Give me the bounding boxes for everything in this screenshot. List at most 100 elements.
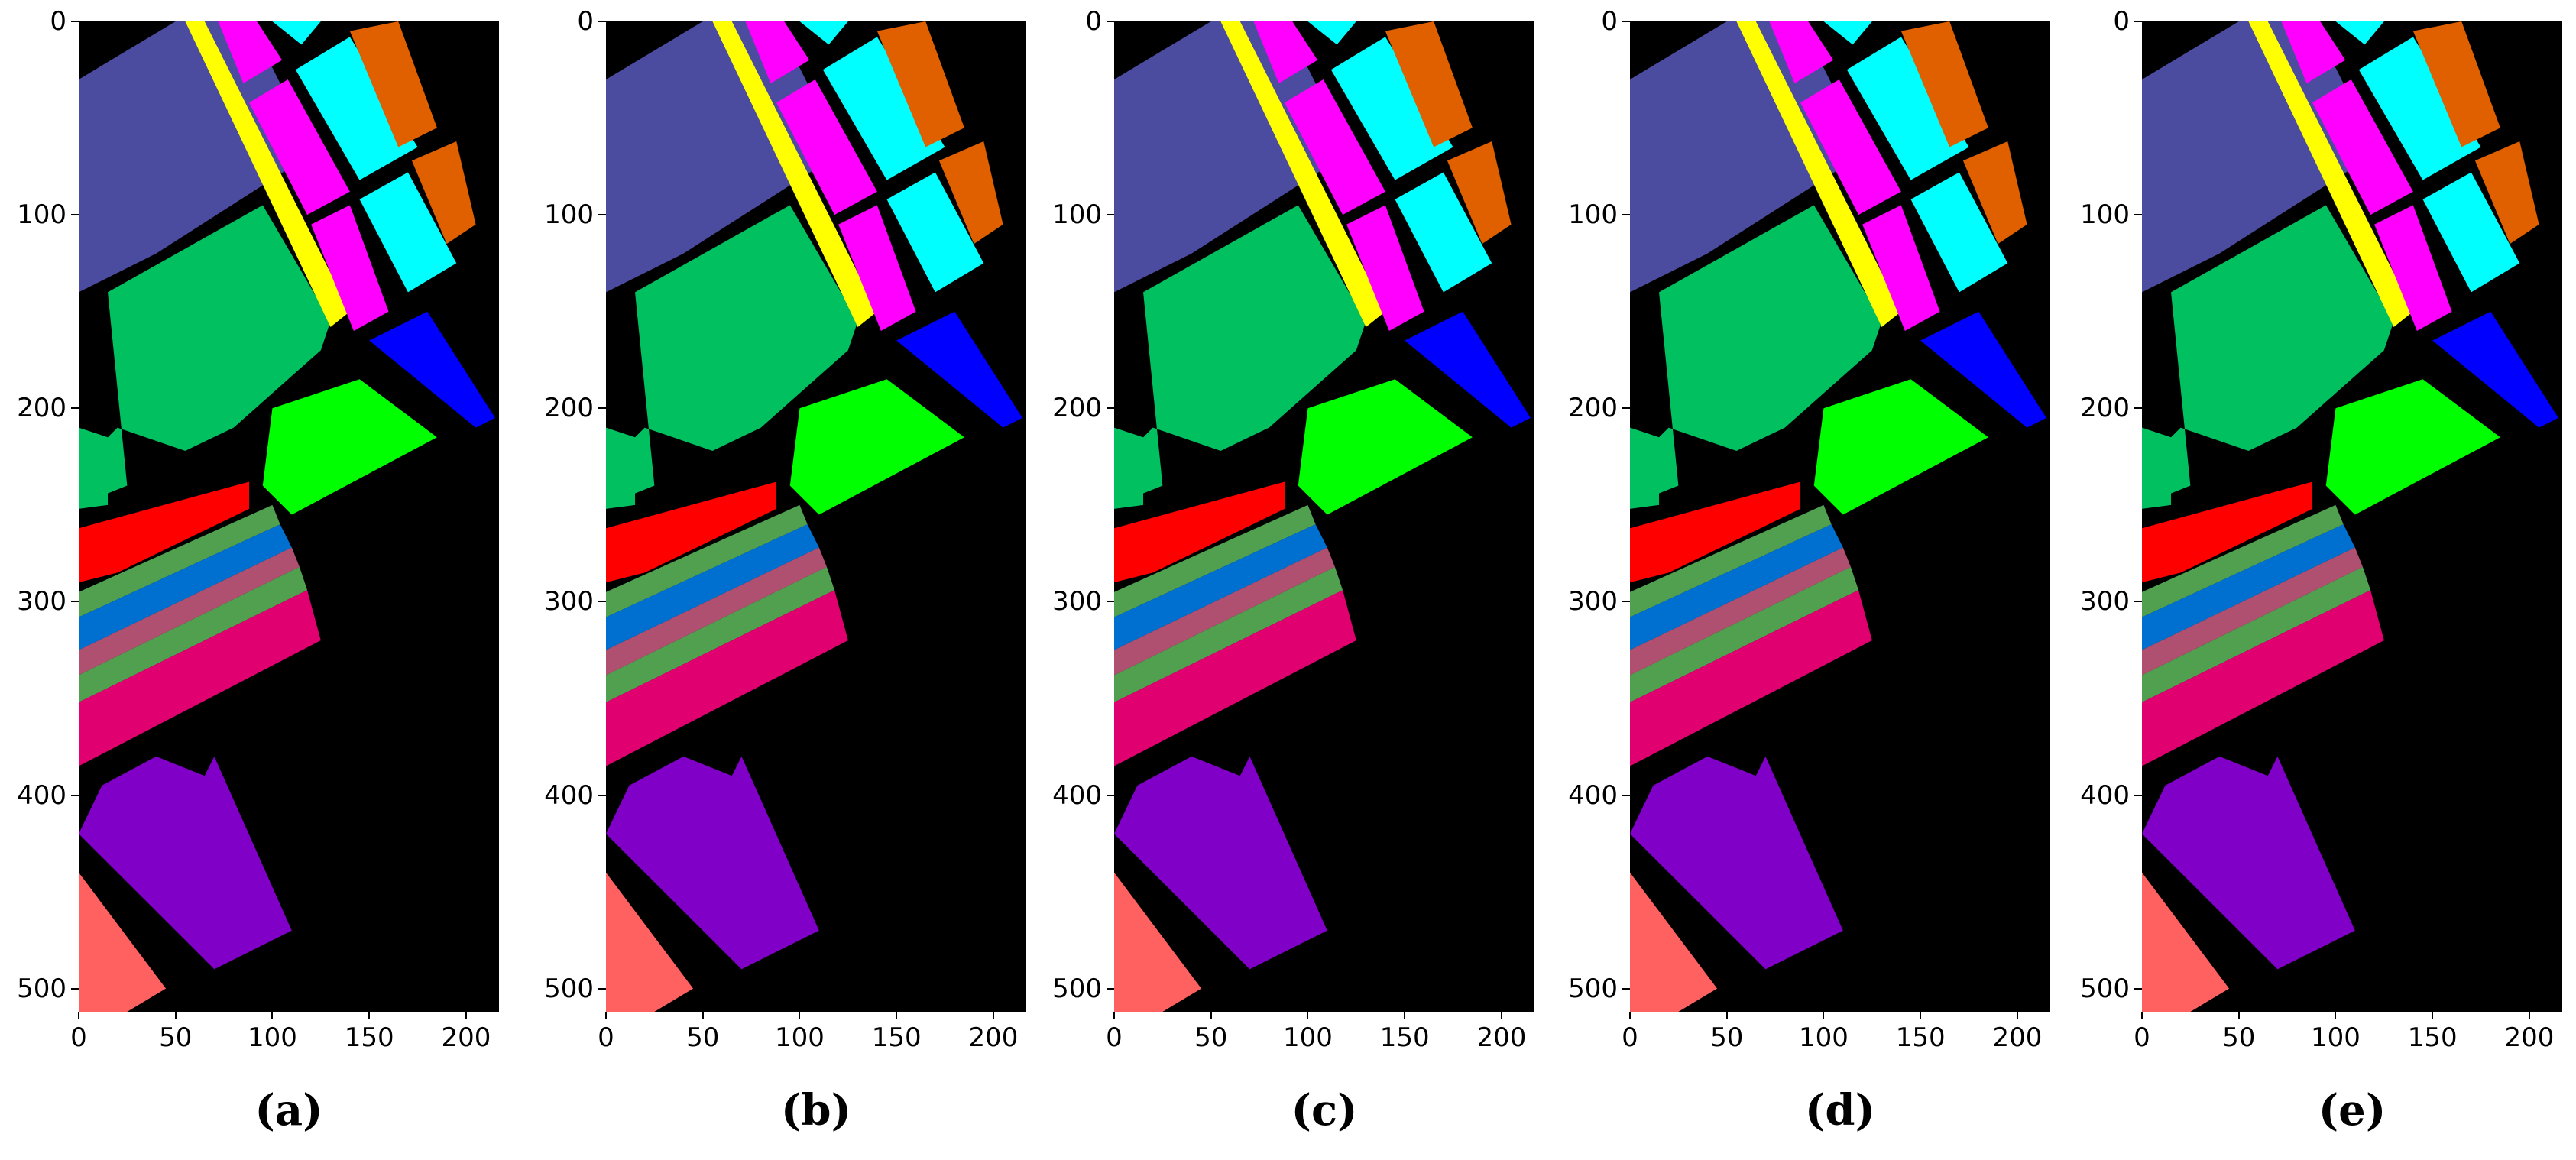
x-tick-mark [799, 1012, 801, 1019]
salmon-region [606, 872, 694, 1012]
olive-band-2 [1630, 566, 1859, 702]
cyan-low [1395, 172, 1492, 293]
panel-caption: (e) [2318, 1085, 2386, 1136]
slate-region [1630, 21, 1859, 293]
yellow-strip [1220, 21, 1385, 327]
y-tick-label: 400 [1568, 779, 1618, 811]
classification-map [1114, 21, 1534, 1012]
y-tick-label: 100 [544, 199, 594, 231]
x-tick-label: 150 [1379, 1022, 1430, 1053]
mauve-band [606, 547, 827, 676]
green-region [79, 205, 331, 505]
red-region [1630, 481, 1801, 583]
classification-map [1630, 21, 2050, 1012]
magenta-low [2374, 205, 2452, 331]
classification-map [79, 21, 499, 1012]
mauve-band [1630, 547, 1851, 676]
x-tick-mark [1404, 1012, 1406, 1019]
y-tick-mark [1107, 407, 1114, 410]
purple-region [79, 756, 292, 970]
x-tick-mark [271, 1012, 274, 1019]
x-tick-label: 150 [871, 1022, 922, 1053]
y-tick-label: 0 [50, 6, 66, 37]
x-tick-label: 200 [1476, 1022, 1527, 1053]
y-tick-label: 200 [1052, 393, 1102, 424]
cyan-low [2422, 172, 2520, 293]
x-tick-mark [2432, 1012, 2434, 1019]
slate-region [2142, 21, 2371, 293]
purple-region [2142, 756, 2355, 970]
pink-band [2142, 590, 2384, 766]
y-tick-mark [1622, 601, 1630, 603]
x-tick-mark [174, 1012, 177, 1019]
x-tick-label: 100 [1799, 1022, 1849, 1053]
magenta-mid [2312, 79, 2413, 215]
cyan-mid [2358, 37, 2481, 180]
lime-region [1298, 379, 1473, 515]
olive-band-2 [79, 566, 308, 702]
cyan-mid [1846, 37, 1969, 180]
steelblue-band [606, 524, 819, 650]
lime-region [2325, 379, 2500, 515]
yellow-strip [185, 21, 350, 327]
magenta-low [311, 205, 389, 331]
magenta-top [745, 21, 810, 83]
x-tick-label: 100 [1283, 1022, 1333, 1053]
orange-low [938, 141, 1003, 245]
cyan-top [272, 21, 321, 45]
lime-region [262, 379, 437, 515]
classification-map-panel-b: (b) 0 100 200 300 400 500 0 50 100 150 200 [527, 0, 1042, 1160]
orange-top [1385, 21, 1473, 147]
pink-band [79, 590, 321, 766]
steelblue-band [79, 524, 292, 650]
salmon-region [79, 872, 167, 1012]
x-tick-label: 100 [775, 1022, 825, 1053]
y-tick-mark [1622, 21, 1630, 22]
olive-band [79, 504, 280, 617]
magenta-top [1769, 21, 1834, 83]
cyan-top [1307, 21, 1356, 45]
yellow-strip [2248, 21, 2413, 327]
lime-region [1813, 379, 1988, 515]
blue-region [369, 311, 495, 428]
blue-region [2432, 311, 2558, 428]
land-cover-map-graphic [606, 21, 1026, 1012]
orange-low [411, 141, 476, 245]
classification-map-panel-c: (c) 0 100 200 300 400 500 0 50 100 150 200 [1035, 0, 1550, 1160]
y-tick-label: 100 [1568, 199, 1618, 231]
green-left-strip [1630, 427, 1660, 509]
y-tick-mark [598, 214, 606, 216]
y-tick-mark [2134, 407, 2142, 410]
y-tick-label: 500 [1052, 973, 1102, 1004]
x-tick-label: 0 [1622, 1022, 1638, 1053]
x-tick-mark [1823, 1012, 1825, 1019]
y-tick-label: 500 [1568, 973, 1618, 1004]
y-tick-label: 400 [2080, 779, 2130, 811]
y-tick-label: 500 [2080, 973, 2130, 1004]
classification-map-panel-e: (e) 0 100 200 300 400 500 0 50 100 150 200 [2063, 0, 2576, 1160]
y-tick-mark [71, 214, 79, 216]
land-cover-map-graphic [2142, 21, 2562, 1012]
steelblue-band [1630, 524, 1843, 650]
x-tick-label: 50 [159, 1022, 193, 1053]
classification-map [2142, 21, 2562, 1012]
y-tick-label: 300 [1568, 586, 1618, 617]
y-tick-label: 300 [544, 586, 594, 617]
x-tick-label: 100 [248, 1022, 297, 1053]
y-tick-label: 200 [17, 393, 66, 424]
x-tick-mark [78, 1012, 79, 1019]
y-tick-mark [1622, 407, 1630, 410]
y-tick-mark [598, 601, 606, 603]
red-region [79, 481, 250, 583]
y-tick-mark [2134, 21, 2142, 22]
x-tick-label: 200 [441, 1022, 491, 1053]
x-tick-mark [368, 1012, 371, 1019]
olive-band [2142, 504, 2344, 617]
y-tick-mark [598, 987, 606, 990]
x-tick-mark [1725, 1012, 1728, 1019]
orange-top [2412, 21, 2500, 147]
x-tick-label: 0 [2134, 1022, 2150, 1053]
y-tick-label: 0 [1601, 6, 1618, 37]
y-tick-mark [598, 794, 606, 796]
purple-region [1114, 756, 1327, 970]
